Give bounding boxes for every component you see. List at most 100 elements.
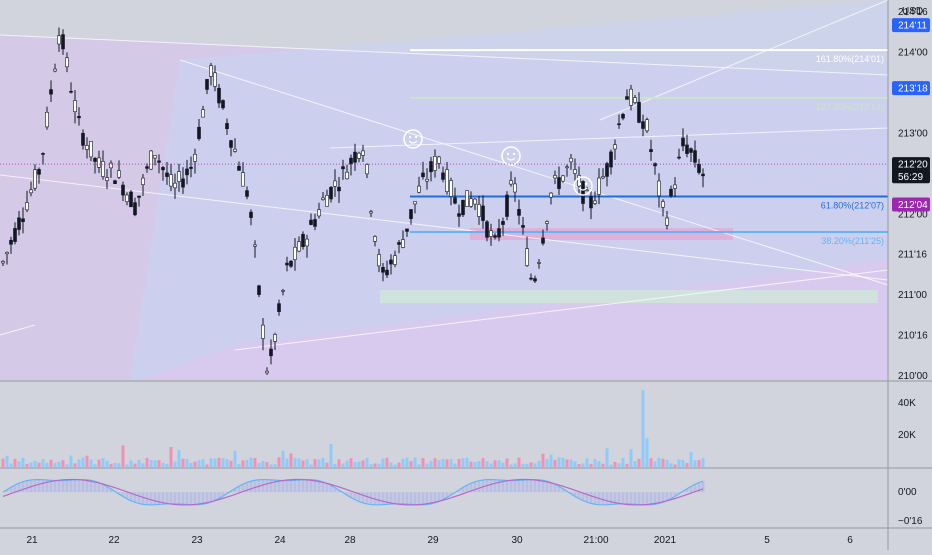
candle-body	[70, 91, 73, 92]
macd-histogram-bar	[518, 480, 521, 492]
volume-bar	[470, 462, 473, 467]
volume-bar	[134, 464, 137, 467]
candle-body	[694, 151, 697, 163]
macd-histogram-bar	[382, 492, 385, 504]
macd-histogram-bar	[278, 480, 281, 492]
candle-body	[454, 198, 457, 203]
volume-bar	[258, 463, 261, 467]
time-axis-label: 2021	[654, 535, 677, 546]
macd-tick-label: −0'16	[898, 516, 923, 527]
candle-body	[466, 191, 469, 207]
price-tick-label: 213'00	[898, 128, 928, 139]
candle-body	[482, 206, 485, 221]
candle-body	[278, 304, 281, 312]
time-axis-label: 29	[427, 535, 439, 546]
macd-histogram-bar	[22, 482, 25, 493]
candle-body	[182, 179, 185, 187]
volume-bar	[666, 460, 669, 467]
volume-bar	[502, 463, 505, 467]
volume-bar	[46, 463, 49, 467]
volume-bar	[62, 460, 65, 467]
candle-body	[310, 220, 313, 225]
volume-bar	[234, 451, 237, 467]
candle-body	[638, 102, 641, 122]
candle-body	[362, 151, 365, 156]
macd-histogram-bar	[662, 492, 665, 502]
macd-histogram-bar	[550, 483, 553, 493]
volume-bar	[58, 462, 61, 467]
volume-bar	[50, 460, 53, 467]
macd-histogram-bar	[626, 492, 629, 504]
volume-bar	[370, 464, 373, 467]
volume-bar	[78, 459, 81, 467]
volume-bar	[634, 461, 637, 467]
volume-bar	[42, 459, 45, 467]
volume-bar	[6, 456, 9, 467]
volume-bar	[290, 453, 293, 467]
macd-histogram-bar	[290, 480, 293, 492]
macd-histogram-bar	[202, 492, 205, 504]
candle-body	[146, 167, 149, 169]
candle-body	[78, 116, 81, 118]
fib-level-label: 127.20%(213'14)	[816, 102, 884, 112]
macd-histogram-bar	[422, 492, 425, 505]
candle-body	[346, 172, 349, 179]
macd-histogram-bar	[494, 480, 497, 492]
volume-bar	[182, 459, 185, 467]
candle-body	[502, 221, 505, 224]
volume-bar	[314, 459, 317, 467]
volume-bar	[674, 464, 677, 467]
candle-body	[270, 349, 273, 356]
price-badge-label: 212'20	[898, 160, 928, 171]
macd-histogram-bar	[166, 492, 169, 504]
candle-body	[422, 173, 425, 177]
volume-bar	[346, 461, 349, 467]
volume-tick-label: 20K	[898, 430, 916, 441]
candle-body	[662, 202, 665, 208]
macd-histogram-bar	[66, 480, 69, 492]
smiley-eye	[507, 153, 509, 155]
candle-body	[326, 195, 329, 206]
candle-body	[94, 158, 97, 161]
macd-histogram-bar	[98, 483, 101, 492]
volume-bar	[494, 460, 497, 467]
volume-bar	[266, 462, 269, 467]
candle-body	[494, 236, 497, 238]
volume-bar	[522, 464, 525, 467]
macd-histogram-bar	[282, 481, 285, 493]
macd-histogram-bar	[646, 492, 649, 505]
candle-body	[298, 242, 301, 251]
volume-bar	[546, 459, 549, 467]
volume-bar	[142, 463, 145, 467]
candle-body	[170, 175, 173, 187]
candle-body	[214, 73, 217, 87]
macd-histogram-bar	[406, 492, 409, 504]
volume-bar	[414, 458, 417, 467]
candle-body	[266, 371, 269, 373]
candle-body	[6, 252, 9, 253]
volume-bar	[602, 464, 605, 467]
candle-body	[302, 234, 305, 246]
volume-bar	[66, 464, 69, 467]
volume-bar	[482, 458, 485, 467]
candle-body	[462, 200, 465, 215]
time-axis-label: 22	[108, 535, 120, 546]
volume-bar	[598, 461, 601, 467]
volume-bar	[562, 458, 565, 467]
volume-bar	[278, 457, 281, 467]
volume-bar	[74, 463, 77, 467]
macd-histogram-bar	[322, 482, 325, 492]
volume-bar	[146, 458, 149, 467]
candle-body	[458, 214, 461, 217]
volume-bar	[334, 464, 337, 467]
volume-bar	[214, 459, 217, 467]
candle-body	[14, 228, 17, 241]
candle-body	[594, 201, 597, 204]
candle-body	[582, 181, 585, 203]
macd-histogram-bar	[414, 492, 417, 504]
candle-body	[206, 79, 209, 89]
macd-histogram-bar	[534, 480, 537, 493]
volume-bar	[342, 464, 345, 467]
volume-bar	[442, 459, 445, 467]
